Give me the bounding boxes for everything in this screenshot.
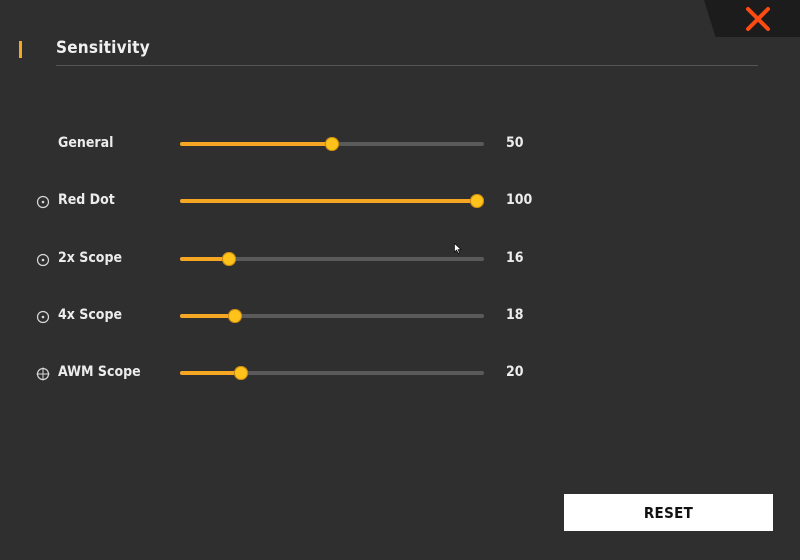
slider-label: 2x Scope <box>58 250 123 266</box>
slider-label: 4x Scope <box>58 307 123 323</box>
slider-thumb[interactable] <box>325 137 339 151</box>
slider-track[interactable] <box>180 194 484 208</box>
scope-dot-icon <box>36 309 50 324</box>
header-accent-bar <box>19 41 22 58</box>
close-icon[interactable] <box>734 3 782 35</box>
slider-thumb[interactable] <box>234 366 248 380</box>
slider-thumb[interactable] <box>470 194 484 208</box>
slider-fill <box>180 371 241 375</box>
slider-thumb[interactable] <box>228 309 242 323</box>
slider-fill <box>180 314 235 318</box>
slider-thumb[interactable] <box>222 252 236 266</box>
slider-fill <box>180 257 229 261</box>
scope-dot-icon <box>36 252 50 267</box>
page-title: Sensitivity <box>56 38 150 58</box>
slider-row-general: General 50 <box>0 129 800 159</box>
slider-fill <box>180 199 484 203</box>
slider-value: 50 <box>506 135 524 151</box>
slider-value: 18 <box>506 307 524 323</box>
slider-track[interactable] <box>180 137 484 151</box>
slider-row-4x-scope: 4x Scope 18 <box>0 301 800 331</box>
slider-value: 100 <box>506 192 533 208</box>
slider-value: 16 <box>506 250 524 266</box>
close-tab <box>704 0 800 37</box>
reset-button[interactable]: RESET <box>564 494 773 531</box>
slider-label: General <box>58 135 114 151</box>
mouse-cursor-icon <box>454 239 462 254</box>
slider-row-awm-scope: AWM Scope 20 <box>0 358 800 388</box>
scope-dot-icon <box>36 194 50 209</box>
slider-row-red-dot: Red Dot 100 <box>0 186 800 216</box>
slider-track[interactable] <box>180 366 484 380</box>
slider-row-2x-scope: 2x Scope 16 <box>0 244 800 274</box>
slider-track[interactable] <box>180 309 484 323</box>
slider-fill <box>180 142 332 146</box>
header-divider <box>56 65 758 66</box>
crosshair-icon <box>36 366 50 381</box>
slider-track[interactable] <box>180 252 484 266</box>
slider-label: Red Dot <box>58 192 115 208</box>
slider-label: AWM Scope <box>58 364 141 380</box>
slider-value: 20 <box>506 364 524 380</box>
